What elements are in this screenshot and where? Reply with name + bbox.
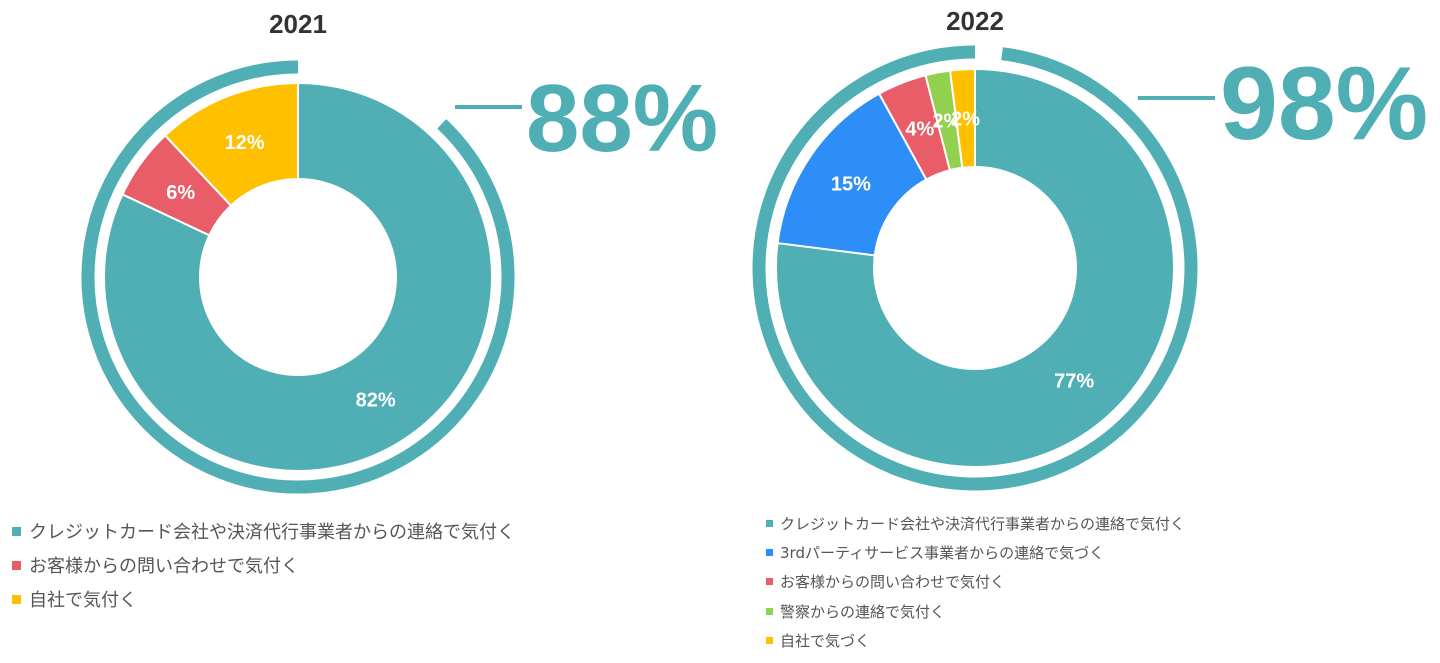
slice-label-1: 82% bbox=[356, 389, 396, 411]
legend-swatch bbox=[766, 636, 773, 644]
legend-item: 自社で気付く bbox=[12, 582, 515, 616]
slice-label-4: 2% bbox=[932, 111, 961, 133]
legend-label: 3rdパーティサービス事業者からの連絡で気づく bbox=[780, 544, 1105, 563]
legend-item: クレジットカード会社や決済代行事業者からの連絡で気付く bbox=[12, 514, 515, 548]
slice-label-5: 2% bbox=[951, 108, 980, 130]
chart-title-2022: 2022 bbox=[946, 6, 1004, 36]
slice-3 bbox=[163, 81, 299, 207]
slice-label-3: 12% bbox=[225, 132, 265, 154]
highlight-ring-2022 bbox=[752, 45, 1198, 491]
legend-label: お客様からの問い合わせで気付く bbox=[29, 556, 299, 577]
legend-swatch bbox=[766, 607, 773, 615]
legend-label: 警察からの連絡で気付く bbox=[780, 602, 946, 621]
legend-swatch bbox=[766, 578, 773, 586]
highlight-ring-2021 bbox=[81, 60, 515, 494]
legend-swatch bbox=[12, 594, 21, 604]
legend-swatch bbox=[12, 560, 21, 570]
legend-2021: クレジットカード会社や決済代行事業者からの連絡で気付く お客様からの問い合わせで… bbox=[12, 514, 515, 616]
legend-item: 自社で気づく bbox=[766, 626, 1185, 655]
legend-swatch bbox=[12, 526, 21, 536]
donut-2021: 82% 6% 12% bbox=[103, 81, 493, 472]
slice-label-2: 6% bbox=[166, 182, 195, 204]
legend-swatch bbox=[766, 520, 773, 528]
chart-title-2021: 2021 bbox=[269, 9, 327, 39]
slice-1 bbox=[103, 81, 493, 472]
legend-swatch bbox=[766, 549, 773, 557]
legend-item: 3rdパーティサービス事業者からの連絡で気づく bbox=[766, 538, 1185, 567]
legend-label: クレジットカード会社や決済代行事業者からの連絡で気付く bbox=[29, 522, 515, 543]
legend-label: お客様からの問い合わせで気付く bbox=[780, 573, 1006, 592]
slice-label-3: 4% bbox=[905, 119, 934, 141]
legend-2022: クレジットカード会社や決済代行事業者からの連絡で気付く 3rdパーティサービス事… bbox=[766, 509, 1185, 655]
highlight-percent-2022: 98% bbox=[1220, 46, 1428, 162]
slice-5 bbox=[948, 67, 976, 169]
slice-label-2: 15% bbox=[831, 174, 871, 196]
legend-item: お客様からの問い合わせで気付く bbox=[766, 567, 1185, 596]
legend-label: 自社で気づく bbox=[780, 631, 871, 650]
highlight-percent-2021: 88% bbox=[526, 65, 718, 172]
slice-1 bbox=[775, 67, 1175, 468]
legend-label: 自社で気付く bbox=[29, 590, 137, 611]
slice-label-1: 77% bbox=[1054, 371, 1094, 393]
legend-item: 警察からの連絡で気付く bbox=[766, 597, 1185, 626]
donut-2022: 77%15%4%2%2% bbox=[775, 67, 1175, 468]
legend-item: お客様からの問い合わせで気付く bbox=[12, 548, 515, 582]
legend-item: クレジットカード会社や決済代行事業者からの連絡で気付く bbox=[766, 509, 1185, 538]
legend-label: クレジットカード会社や決済代行事業者からの連絡で気付く bbox=[780, 515, 1186, 534]
